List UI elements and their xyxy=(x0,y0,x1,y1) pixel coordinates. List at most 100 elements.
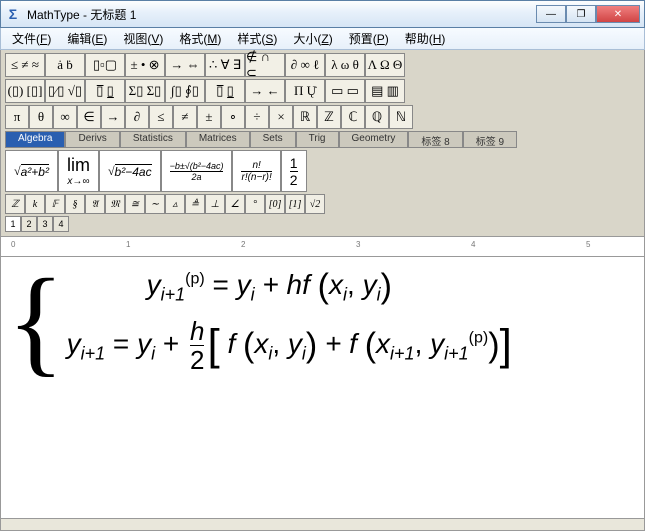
tinytab-3[interactable]: 3 xyxy=(37,216,53,232)
tab-algebra[interactable]: Algebra xyxy=(5,131,65,148)
toolbar-btn[interactable]: × xyxy=(269,105,293,129)
symbol-row-3: πθ∞∈→∂≤≠±∘÷×ℝℤℂℚℕ xyxy=(5,105,640,129)
menu-s[interactable]: 样式(S) xyxy=(230,28,284,49)
window-title: MathType - 无标题 1 xyxy=(27,6,536,23)
tab-标签 8[interactable]: 标签 8 xyxy=(408,131,462,148)
mini-btn[interactable]: 𝔐 xyxy=(105,194,125,214)
expr-limit[interactable]: limx→∞ xyxy=(58,150,99,192)
ruler-mark: 3 xyxy=(356,240,360,249)
mini-btn[interactable]: 𝔽 xyxy=(45,194,65,214)
mini-symbol-row: ℤk𝔽§𝔄𝔐≅∼▵≜⊥∠°[0][1]√2 xyxy=(5,194,640,214)
symbol-row-1: ≤ ≠ ≈ȧ ḃ▯▫▢± • ⊗→ ⇔∴ ∀ ∃∉ ∩ ⊂∂ ∞ ℓλ ω θΛ… xyxy=(5,53,640,77)
menu-m[interactable]: 格式(M) xyxy=(172,28,228,49)
mini-btn[interactable]: 𝔄 xyxy=(85,194,105,214)
toolbar-btn[interactable]: ∞ xyxy=(53,105,77,129)
expr-binomial[interactable]: n!r!(n−r)! xyxy=(232,150,280,192)
toolbar-btn[interactable]: ȧ ḃ xyxy=(45,53,85,77)
tab-sets[interactable]: Sets xyxy=(250,131,296,148)
ruler-mark: 1 xyxy=(126,240,130,249)
toolbar-btn[interactable]: → ← xyxy=(245,79,285,103)
toolbar-btn[interactable]: ℝ xyxy=(293,105,317,129)
toolbar-btn[interactable]: ∈ xyxy=(77,105,101,129)
toolbar-btn[interactable]: ▯̅ ▯̲ xyxy=(85,79,125,103)
mini-btn[interactable]: § xyxy=(65,194,85,214)
mini-btn[interactable]: √2 xyxy=(305,194,325,214)
menu-v[interactable]: 视图(V) xyxy=(116,28,170,49)
mini-btn[interactable]: ≜ xyxy=(185,194,205,214)
menu-e[interactable]: 编辑(E) xyxy=(60,28,114,49)
toolbar-btn[interactable]: ∂ xyxy=(125,105,149,129)
expr-sqrt-a2b2[interactable]: √a²+b² xyxy=(5,150,58,192)
mini-btn[interactable]: ▵ xyxy=(165,194,185,214)
close-button[interactable]: ✕ xyxy=(596,5,640,23)
toolbar-btn[interactable]: ÷ xyxy=(245,105,269,129)
toolbar-btn[interactable]: ∂ ∞ ℓ xyxy=(285,53,325,77)
toolbar-btn[interactable]: ▯⁄▯ √▯ xyxy=(45,79,85,103)
mini-btn[interactable]: ℤ xyxy=(5,194,25,214)
equation-canvas[interactable]: { yi+1(p) = yi + hf (xi, yi) yi+1 = yi +… xyxy=(0,257,645,519)
expr-sqrt-b24ac[interactable]: √b²−4ac xyxy=(99,150,161,192)
status-bar xyxy=(0,519,645,531)
ruler-mark: 4 xyxy=(471,240,475,249)
mini-btn[interactable]: k xyxy=(25,194,45,214)
menu-z[interactable]: 大小(Z) xyxy=(286,28,339,49)
tab-matrices[interactable]: Matrices xyxy=(186,131,250,148)
tinytab-1[interactable]: 1 xyxy=(5,216,21,232)
toolbar-btn[interactable]: ℕ xyxy=(389,105,413,129)
toolbar-btn[interactable]: (▯) [▯] xyxy=(5,79,45,103)
toolbar-btn[interactable]: π xyxy=(5,105,29,129)
toolbar-btn[interactable]: ≤ ≠ ≈ xyxy=(5,53,45,77)
tab-derivs[interactable]: Derivs xyxy=(65,131,119,148)
category-tabs: AlgebraDerivsStatisticsMatricesSetsTrigG… xyxy=(5,131,640,148)
mini-btn[interactable]: [1] xyxy=(285,194,305,214)
toolbar-btn[interactable]: θ xyxy=(29,105,53,129)
toolbar-btn[interactable]: → ⇔ xyxy=(165,53,205,77)
mini-btn[interactable]: ∠ xyxy=(225,194,245,214)
maximize-button[interactable]: ❐ xyxy=(566,5,596,23)
mini-btn[interactable]: ⊥ xyxy=(205,194,225,214)
toolbar-btn[interactable]: ∉ ∩ ⊂ xyxy=(245,53,285,77)
tinytab-2[interactable]: 2 xyxy=(21,216,37,232)
window-buttons: — ❐ ✕ xyxy=(536,5,640,23)
toolbar-btn[interactable]: ∴ ∀ ∃ xyxy=(205,53,245,77)
left-brace: { xyxy=(7,267,65,375)
ruler-mark: 5 xyxy=(586,240,590,249)
title-bar: Σ MathType - 无标题 1 — ❐ ✕ xyxy=(0,0,645,28)
toolbar-btn[interactable]: ▯̅ ▯̲ xyxy=(205,79,245,103)
toolbar-btn[interactable]: ℂ xyxy=(341,105,365,129)
tab-statistics[interactable]: Statistics xyxy=(120,131,186,148)
minimize-button[interactable]: — xyxy=(536,5,566,23)
toolbar-btn[interactable]: λ ω θ xyxy=(325,53,365,77)
toolbar-btn[interactable]: Π Ų̇ xyxy=(285,79,325,103)
equation-line-2: yi+1 = yi + h2[ f (xi, yi) + f (xi+1, yi… xyxy=(67,318,512,373)
expr-half[interactable]: 12 xyxy=(281,150,307,192)
menu-f[interactable]: 文件(F) xyxy=(5,28,58,49)
mini-btn[interactable]: [0] xyxy=(265,194,285,214)
mini-btn[interactable]: ° xyxy=(245,194,265,214)
tab-trig[interactable]: Trig xyxy=(296,131,339,148)
mini-btn[interactable]: ≅ xyxy=(125,194,145,214)
toolbar-btn[interactable]: ≠ xyxy=(173,105,197,129)
toolbar-btn[interactable]: ℚ xyxy=(365,105,389,129)
toolbar-btn[interactable]: Λ Ω Θ xyxy=(365,53,405,77)
toolbar-btn[interactable]: → xyxy=(101,105,125,129)
tab-标签 9[interactable]: 标签 9 xyxy=(463,131,517,148)
toolbar-btn[interactable]: ± xyxy=(197,105,221,129)
toolbar-btn[interactable]: ∘ xyxy=(221,105,245,129)
toolbar-btn[interactable]: ▯▫▢ xyxy=(85,53,125,77)
toolbar-btn[interactable]: ≤ xyxy=(149,105,173,129)
toolbar-btn[interactable]: ± • ⊗ xyxy=(125,53,165,77)
toolbar-btn[interactable]: ▤ ▥ xyxy=(365,79,405,103)
toolbar-btn[interactable]: ℤ xyxy=(317,105,341,129)
toolbar-area: ≤ ≠ ≈ȧ ḃ▯▫▢± • ⊗→ ⇔∴ ∀ ∃∉ ∩ ⊂∂ ∞ ℓλ ω θΛ… xyxy=(0,50,645,237)
menu-h[interactable]: 帮助(H) xyxy=(398,28,453,49)
equation-system: { yi+1(p) = yi + hf (xi, yi) yi+1 = yi +… xyxy=(7,267,638,375)
tinytab-4[interactable]: 4 xyxy=(53,216,69,232)
expr-quadratic[interactable]: −b±√(b²−4ac)2a xyxy=(161,150,233,192)
toolbar-btn[interactable]: ∫▯ ∮▯ xyxy=(165,79,205,103)
toolbar-btn[interactable]: ▭ ▭ xyxy=(325,79,365,103)
toolbar-btn[interactable]: Σ▯ Σ▯ xyxy=(125,79,165,103)
menu-p[interactable]: 预置(P) xyxy=(342,28,396,49)
tab-geometry[interactable]: Geometry xyxy=(339,131,409,148)
mini-btn[interactable]: ∼ xyxy=(145,194,165,214)
